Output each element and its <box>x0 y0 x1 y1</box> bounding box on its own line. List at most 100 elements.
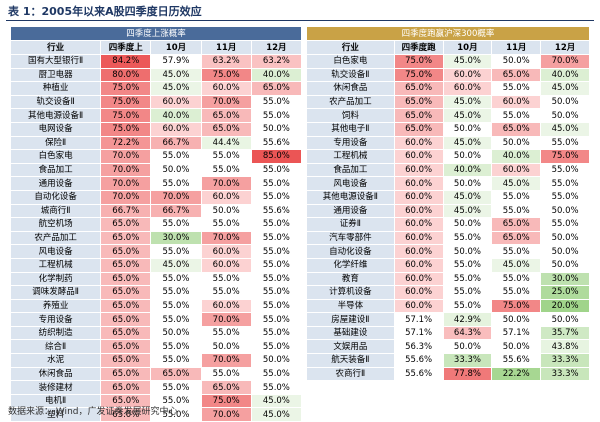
row: 工程机械 60.0% 50.0% 40.0% 75.0% <box>306 149 590 164</box>
header-row: 行业 四季度跑 10月 11月 12月 <box>306 40 590 55</box>
industry-cell: 电机Ⅱ <box>9 393 102 409</box>
row: 专用设备 60.0% 45.0% 50.0% 55.0% <box>306 135 590 151</box>
row: 计算机设备 60.0% 55.0% 55.0% 25.0% <box>306 285 590 300</box>
value-cell: 55.0% <box>200 162 252 178</box>
column-header: 11月 <box>491 40 542 55</box>
value-cell: 75.0% <box>100 94 152 110</box>
value-cell: 55.0% <box>250 189 303 205</box>
value-cell: 45.0% <box>442 108 493 123</box>
value-cell: 55.6% <box>393 366 444 382</box>
value-cell: 55.0% <box>442 271 493 287</box>
value-cell: 55.0% <box>200 149 252 164</box>
value-cell: 60.0% <box>393 244 444 259</box>
value-cell: 65.0% <box>250 81 303 96</box>
value-cell: 55.0% <box>250 162 303 178</box>
industry-cell: 饲料 <box>306 108 395 123</box>
value-cell: 50.0% <box>442 121 493 137</box>
industry-cell: 轨交设备Ⅱ <box>9 94 102 110</box>
row: 农产品加工 65.0% 45.0% 60.0% 50.0% <box>306 94 590 110</box>
value-cell: 20.0% <box>540 298 590 314</box>
industry-cell: 保险Ⅱ <box>9 135 102 151</box>
value-cell: 55.0% <box>200 366 252 382</box>
value-cell: 50.0% <box>442 176 493 191</box>
value-cell: 60.0% <box>393 189 444 205</box>
value-cell: 50.0% <box>491 339 542 355</box>
value-cell: 75.0% <box>100 121 152 137</box>
industry-cell: 证券Ⅱ <box>306 217 395 232</box>
value-cell: 55.0% <box>150 244 202 259</box>
value-cell: 55.0% <box>250 108 303 123</box>
value-cell: 65.0% <box>150 366 202 382</box>
value-cell: 65.0% <box>393 94 444 110</box>
value-cell: 65.0% <box>393 108 444 123</box>
value-cell: 55.0% <box>200 285 252 300</box>
row: 饲料 65.0% 45.0% 55.0% 50.0% <box>306 108 590 123</box>
value-cell: 70.0% <box>150 189 202 205</box>
row: 航天装备Ⅱ 55.6% 33.3% 55.6% 33.3% <box>306 353 590 368</box>
value-cell: 55.0% <box>442 285 493 300</box>
value-cell: 66.7% <box>100 203 152 219</box>
value-cell: 45.0% <box>150 81 202 96</box>
row: 通用设备 60.0% 45.0% 55.0% 50.0% <box>306 203 590 219</box>
row: 证券Ⅱ 60.0% 50.0% 65.0% 55.0% <box>306 217 590 232</box>
value-cell: 65.0% <box>100 393 152 409</box>
row: 其他电源设备Ⅱ 60.0% 45.0% 55.0% 55.0% <box>306 189 590 205</box>
industry-cell: 其他电源设备Ⅱ <box>306 189 395 205</box>
row: 农商行Ⅱ 55.6% 77.8% 22.2% 33.3% <box>306 366 590 382</box>
value-cell: 55.0% <box>150 380 202 395</box>
industry-cell: 食品加工 <box>306 162 395 178</box>
value-cell: 30.0% <box>540 271 590 287</box>
value-cell: 45.0% <box>442 54 493 69</box>
value-cell: 65.0% <box>100 353 152 368</box>
value-cell: 55.0% <box>442 298 493 314</box>
value-cell: 45.0% <box>150 67 202 83</box>
value-cell: 55.0% <box>150 271 202 287</box>
value-cell: 60.0% <box>393 162 444 178</box>
row: 文娱用品 56.3% 50.0% 50.0% 43.8% <box>306 339 590 355</box>
value-cell: 35.7% <box>540 325 590 341</box>
value-cell: 55.0% <box>200 325 252 341</box>
industry-cell: 半导体 <box>306 298 395 314</box>
group-row: 四季度上涨概率 <box>10 26 302 41</box>
value-cell: 40.0% <box>150 108 202 123</box>
row: 厨卫电器 80.0% 45.0% 75.0% 40.0% <box>9 67 303 83</box>
industry-cell: 航空机场 <box>9 217 102 232</box>
industry-cell: 调味发酵品Ⅱ <box>9 285 102 300</box>
value-cell: 50.0% <box>540 230 590 246</box>
row: 白色家电 75.0% 45.0% 50.0% 70.0% <box>306 54 590 69</box>
value-cell: 60.0% <box>393 257 444 273</box>
value-cell: 30.0% <box>150 230 202 246</box>
value-cell: 65.0% <box>100 230 152 246</box>
industry-cell: 城商行Ⅱ <box>9 203 102 219</box>
value-cell: 70.0% <box>540 54 590 69</box>
value-cell: 60.0% <box>393 298 444 314</box>
value-cell: 45.0% <box>150 257 202 273</box>
value-cell: 75.0% <box>200 393 252 409</box>
value-cell: 60.0% <box>442 81 493 96</box>
row: 其他电子Ⅱ 65.0% 50.0% 65.0% 45.0% <box>306 121 590 137</box>
value-cell: 55.0% <box>540 162 590 178</box>
value-cell: 60.0% <box>393 271 444 287</box>
value-cell: 65.0% <box>100 217 152 232</box>
row: 通用设备 70.0% 55.0% 70.0% 55.0% <box>9 176 303 191</box>
value-cell: 55.0% <box>250 244 303 259</box>
value-cell: 45.0% <box>540 121 590 137</box>
value-cell: 45.0% <box>442 203 493 219</box>
value-cell: 50.0% <box>200 339 252 355</box>
value-cell: 33.3% <box>540 366 590 382</box>
row: 种植业 75.0% 45.0% 60.0% 65.0% <box>9 81 303 96</box>
value-cell: 66.7% <box>150 135 202 151</box>
value-cell: 55.0% <box>250 325 303 341</box>
industry-cell: 农产品加工 <box>9 230 102 246</box>
value-cell: 50.0% <box>540 312 590 327</box>
row: 城商行Ⅱ 66.7% 66.7% 50.0% 55.6% <box>9 203 303 219</box>
value-cell: 50.0% <box>442 244 493 259</box>
value-cell: 50.0% <box>250 121 303 137</box>
value-cell: 50.0% <box>442 149 493 164</box>
value-cell: 55.0% <box>150 339 202 355</box>
industry-cell: 风电设备 <box>306 176 395 191</box>
row: 休闲食品 65.0% 65.0% 55.0% 55.0% <box>9 366 303 382</box>
value-cell: 45.0% <box>442 189 493 205</box>
value-cell: 55.6% <box>250 135 303 151</box>
industry-cell: 工程机械 <box>9 257 102 273</box>
